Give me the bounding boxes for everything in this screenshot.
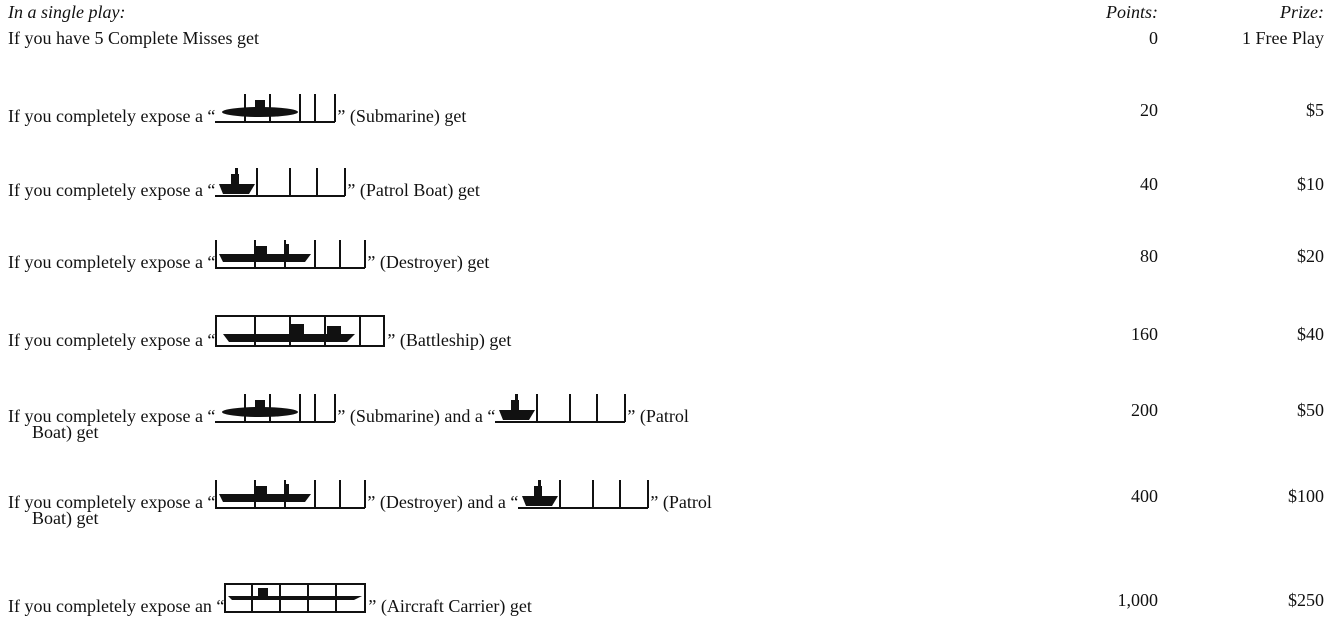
row-text: ” (Submarine) and a “: [337, 406, 496, 426]
row: If you completely expose a “ ” (Submarine…: [8, 392, 689, 442]
row-text: Boat) get: [32, 422, 99, 442]
row: If you completely expose a “ ” (Battleshi…: [8, 314, 511, 351]
row-text: ” (Patrol: [650, 492, 712, 512]
points: 200: [1131, 400, 1158, 420]
row-text: ” (Destroyer) get: [367, 252, 490, 272]
row: If you completely expose a “ ” (Destroyer…: [8, 478, 712, 528]
row-text: ” (Patrol Boat) get: [347, 180, 480, 200]
patrol-boat-icon: [494, 393, 627, 423]
submarine-icon: [214, 393, 337, 423]
row: If you completely expose a “ ” (Patrol Bo…: [8, 166, 480, 201]
intro: In a single play:: [8, 2, 126, 22]
row-text: If you completely expose a “: [8, 106, 216, 126]
row-text: If you completely expose a “: [8, 330, 216, 350]
row-text: If you completely expose an “: [8, 596, 225, 616]
row-text: ” (Patrol: [627, 406, 689, 426]
prize: $20: [1297, 246, 1324, 266]
points: 400: [1131, 486, 1158, 506]
row-text: Boat) get: [32, 508, 99, 528]
destroyer-icon: [214, 479, 367, 509]
patrol-boat-icon: [517, 479, 650, 509]
row: If you completely expose a “ ” (Destroyer…: [8, 238, 489, 273]
row-text: If you completely expose a “: [8, 406, 216, 426]
points-header: Points:: [1106, 2, 1158, 22]
points: 40: [1140, 174, 1158, 194]
prize: $100: [1288, 486, 1324, 506]
points: 1,000: [1117, 590, 1159, 610]
prize-header: Prize:: [1280, 2, 1324, 22]
patrol-boat-icon: [214, 167, 347, 197]
row-text: If you completely expose a “: [8, 252, 216, 272]
row: If you completely expose a “ ” (Submarine…: [8, 92, 466, 127]
prize: $40: [1297, 324, 1324, 344]
carrier-icon: [224, 583, 367, 613]
destroyer-icon: [214, 239, 367, 269]
prize: $10: [1297, 174, 1324, 194]
row-text: ” (Battleship) get: [387, 330, 512, 350]
points: 80: [1140, 246, 1158, 266]
prize: $5: [1306, 100, 1324, 120]
row: If you completely expose an “ ” (Aircraft…: [8, 582, 532, 617]
battleship-icon: [215, 315, 386, 347]
row-text: If you completely expose a “: [8, 180, 216, 200]
points: 20: [1140, 100, 1158, 120]
row: If you have 5 Complete Misses get: [8, 28, 259, 49]
points: 160: [1131, 324, 1158, 344]
row-text: ” (Aircraft Carrier) get: [368, 596, 532, 616]
row-text: ” (Submarine) get: [337, 106, 467, 126]
points: 0: [1149, 28, 1158, 48]
prize: $50: [1297, 400, 1324, 420]
row-text: If you have 5 Complete Misses get: [8, 28, 259, 48]
row-text: If you completely expose a “: [8, 492, 216, 512]
prize: $250: [1288, 590, 1324, 610]
row-text: ” (Destroyer) and a “: [367, 492, 519, 512]
submarine-icon: [214, 93, 337, 123]
prize: 1 Free Play: [1242, 28, 1324, 48]
